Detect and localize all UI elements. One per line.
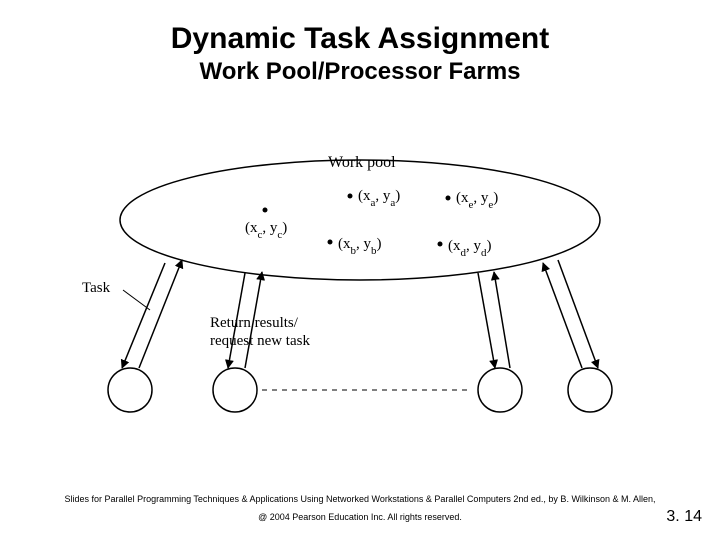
footer-attribution-line1: Slides for Parallel Programming Techniqu… bbox=[0, 494, 720, 504]
pool-point bbox=[446, 196, 451, 201]
pool-point-label: (xe, ye) bbox=[456, 190, 498, 211]
processor-node bbox=[478, 368, 522, 412]
task-arrow bbox=[558, 260, 598, 368]
task-arrow bbox=[478, 273, 495, 368]
pool-point-label: (xa, ya) bbox=[358, 188, 400, 209]
pool-point-label: (xd, yd) bbox=[448, 238, 492, 259]
label-work-pool: Work pool bbox=[328, 154, 396, 172]
label-task: Task bbox=[82, 280, 110, 297]
work-pool-diagram: (xc, yc) (xa, ya) (xe, ye) (xb, yb) (xd, yd) bbox=[0, 0, 720, 540]
pool-point-label: (xb, yb) bbox=[338, 236, 382, 257]
task-arrow bbox=[543, 263, 582, 368]
pool-point bbox=[438, 242, 443, 247]
pool-point-label: (xc, yc) bbox=[245, 220, 287, 241]
processor-node bbox=[568, 368, 612, 412]
label-return-line1: Return results/ bbox=[210, 315, 298, 332]
work-pool-ellipse bbox=[120, 160, 600, 280]
page-number: 3. 14 bbox=[666, 508, 702, 526]
label-return-line2: request new task bbox=[210, 333, 310, 350]
task-arrow bbox=[139, 260, 182, 368]
task-pointer bbox=[123, 290, 150, 310]
pool-point bbox=[263, 208, 268, 213]
pool-point bbox=[348, 194, 353, 199]
pool-point bbox=[328, 240, 333, 245]
processor-node bbox=[213, 368, 257, 412]
task-arrow bbox=[494, 272, 510, 368]
footer-attribution-line2: @ 2004 Pearson Education Inc. All rights… bbox=[0, 512, 720, 522]
task-arrow bbox=[122, 263, 165, 368]
processor-node bbox=[108, 368, 152, 412]
